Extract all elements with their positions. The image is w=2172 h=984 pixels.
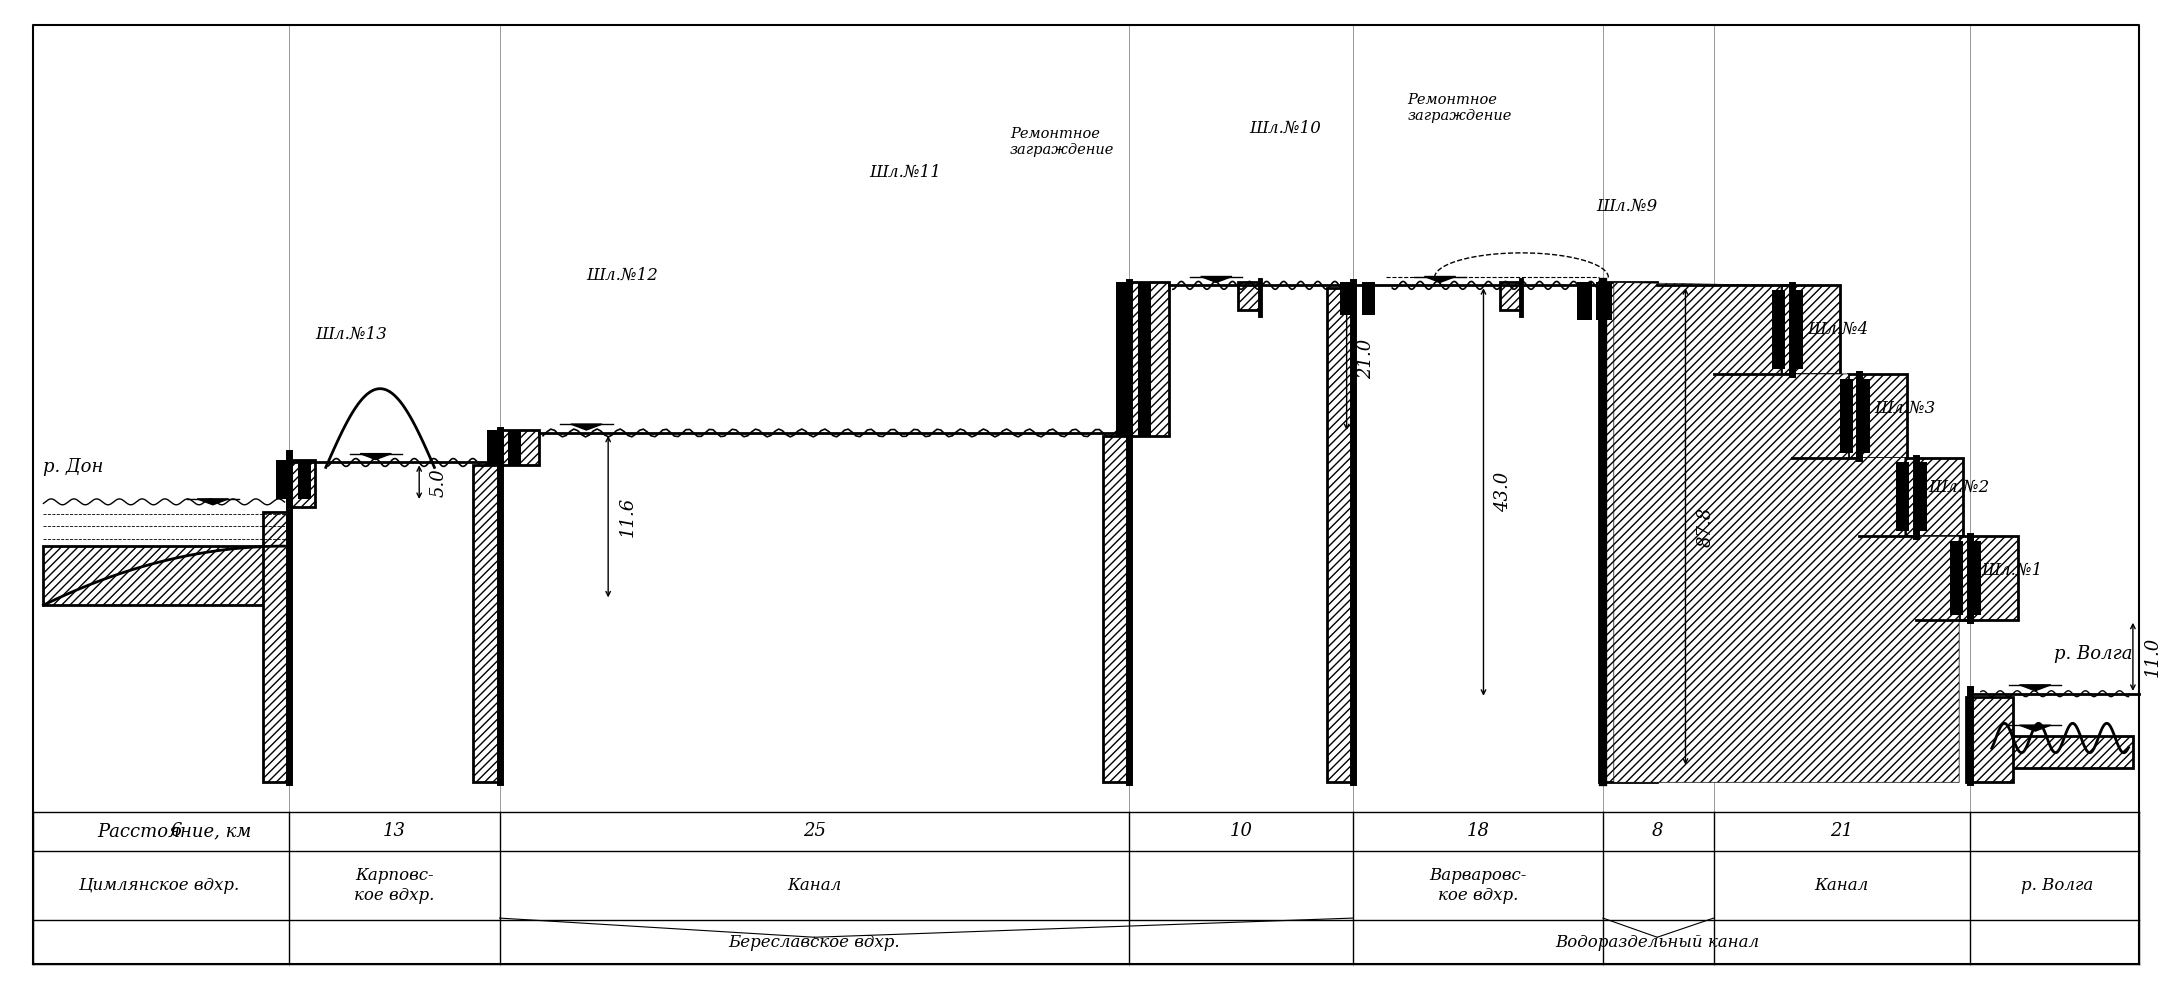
Bar <box>1577 282 1592 320</box>
Text: Цимлянское вдхр.: Цимлянское вдхр. <box>78 877 239 894</box>
Text: Шл.№12: Шл.№12 <box>586 267 658 284</box>
Text: Канал: Канал <box>788 877 841 894</box>
Text: 21.0: 21.0 <box>1358 339 1375 379</box>
Text: 87.8: 87.8 <box>1696 507 1714 546</box>
Bar <box>1138 282 1151 436</box>
Polygon shape <box>473 465 500 782</box>
Polygon shape <box>289 460 315 507</box>
Bar <box>1772 290 1785 369</box>
Polygon shape <box>1129 282 1169 436</box>
Polygon shape <box>2020 725 2050 731</box>
Text: Шл.№3: Шл.№3 <box>1874 400 1935 417</box>
Polygon shape <box>1425 277 1455 282</box>
Text: 10: 10 <box>1229 823 1253 840</box>
Polygon shape <box>43 546 285 605</box>
Text: Канал: Канал <box>1816 877 1868 894</box>
Text: 6: 6 <box>169 823 182 840</box>
Text: 18: 18 <box>1466 823 1490 840</box>
Text: Карповс-
кое вдхр.: Карповс- кое вдхр. <box>354 867 434 904</box>
Bar <box>1914 462 1927 531</box>
Polygon shape <box>1103 436 1129 782</box>
Polygon shape <box>571 424 602 430</box>
Text: Шл.№4: Шл.№4 <box>1807 321 1868 338</box>
Bar <box>1896 462 1909 531</box>
Text: Шл.№10: Шл.№10 <box>1249 119 1321 137</box>
Text: Водораздельный канал: Водораздельный канал <box>1555 934 1759 951</box>
Polygon shape <box>361 454 391 460</box>
Polygon shape <box>1966 697 2013 782</box>
Bar <box>1116 282 1129 436</box>
Polygon shape <box>1501 282 1523 310</box>
Text: р. Волга: р. Волга <box>2020 877 2094 894</box>
Polygon shape <box>1987 736 2133 768</box>
Text: 5.0: 5.0 <box>430 467 447 497</box>
Polygon shape <box>1327 288 1353 782</box>
Bar <box>487 430 500 465</box>
Text: Шл.№2: Шл.№2 <box>1929 478 1990 496</box>
Text: Шл.№9: Шл.№9 <box>1596 198 1657 215</box>
Text: Расстояние, км: Расстояние, км <box>98 823 252 840</box>
Polygon shape <box>1905 458 1963 536</box>
Bar <box>276 460 289 499</box>
Text: Шл.№13: Шл.№13 <box>315 326 387 343</box>
Bar <box>1950 541 1963 615</box>
Text: Ремонтное
заграждение: Ремонтное заграждение <box>1407 92 1512 123</box>
Polygon shape <box>2020 685 2050 691</box>
Polygon shape <box>263 512 289 782</box>
Bar <box>1857 379 1870 453</box>
Text: Береславское вдхр.: Береславское вдхр. <box>728 934 901 951</box>
Bar <box>1596 282 1612 320</box>
Text: Варваровс-
кое вдхр.: Варваровс- кое вдхр. <box>1429 867 1527 904</box>
Bar <box>1362 282 1375 315</box>
Text: 13: 13 <box>382 823 406 840</box>
Text: 11.0: 11.0 <box>2144 637 2161 677</box>
Text: Шл.№1: Шл.№1 <box>1981 562 2042 580</box>
Text: 25: 25 <box>804 823 825 840</box>
Text: 8: 8 <box>1651 823 1664 840</box>
Polygon shape <box>1959 536 2018 620</box>
Text: Ремонтное
заграждение: Ремонтное заграждение <box>1010 127 1114 157</box>
Polygon shape <box>1781 285 1840 374</box>
Polygon shape <box>198 499 228 505</box>
Polygon shape <box>1599 282 1657 782</box>
Text: 43.0: 43.0 <box>1494 472 1512 512</box>
Bar <box>508 430 521 465</box>
Polygon shape <box>1614 282 1959 782</box>
Bar <box>298 460 311 499</box>
Bar <box>1840 379 1853 453</box>
Text: р. Волга: р. Волга <box>2055 646 2133 663</box>
Polygon shape <box>500 430 539 465</box>
Text: р. Дон: р. Дон <box>43 459 104 476</box>
Text: 11.6: 11.6 <box>619 497 636 536</box>
Polygon shape <box>1201 277 1232 282</box>
Polygon shape <box>1238 282 1260 310</box>
Text: Шл.№11: Шл.№11 <box>869 163 940 181</box>
Bar <box>1790 290 1803 369</box>
Bar <box>1340 282 1353 315</box>
Bar <box>1968 541 1981 615</box>
Text: 21: 21 <box>1831 823 1853 840</box>
Polygon shape <box>1848 374 1907 458</box>
